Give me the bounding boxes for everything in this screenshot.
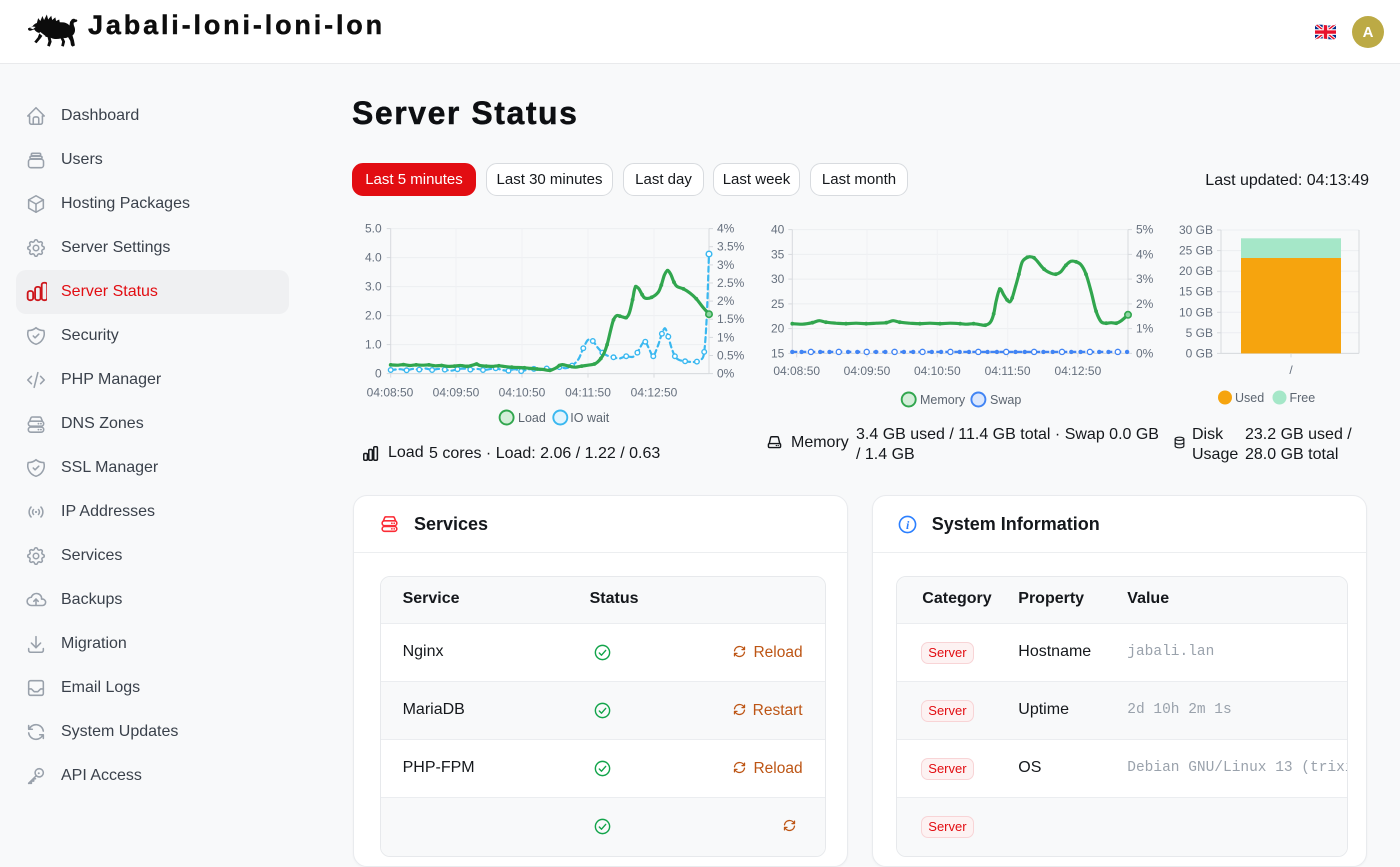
svg-text:04:12:50: 04:12:50: [631, 386, 678, 400]
svg-text:1%: 1%: [717, 330, 735, 344]
svg-text:0%: 0%: [717, 367, 735, 381]
svg-text:i: i: [906, 517, 910, 531]
svg-text:30: 30: [771, 272, 785, 286]
svg-text:5.0: 5.0: [365, 222, 382, 236]
svg-text:25 GB: 25 GB: [1179, 244, 1213, 258]
svg-text:04:08:50: 04:08:50: [773, 364, 820, 378]
svg-text:25: 25: [771, 297, 785, 311]
svg-text:0: 0: [375, 367, 382, 381]
svg-text:IO wait: IO wait: [570, 411, 609, 425]
svg-text:04:11:50: 04:11:50: [985, 364, 1031, 378]
svg-text:3%: 3%: [717, 258, 735, 272]
svg-text:30 GB: 30 GB: [1179, 223, 1213, 237]
svg-text:3%: 3%: [1136, 272, 1154, 286]
svg-text:40: 40: [771, 223, 785, 237]
svg-text:20 GB: 20 GB: [1179, 264, 1213, 278]
svg-text:0 GB: 0 GB: [1186, 346, 1213, 360]
svg-text:4.0: 4.0: [365, 251, 382, 265]
svg-text:2.0: 2.0: [365, 309, 382, 323]
svg-text:1.5%: 1.5%: [717, 312, 745, 326]
svg-text:1%: 1%: [1136, 322, 1154, 336]
svg-text:Free: Free: [1290, 391, 1316, 405]
svg-text:35: 35: [771, 247, 785, 261]
svg-text:04:08:50: 04:08:50: [367, 386, 414, 400]
svg-text:04:10:50: 04:10:50: [499, 386, 546, 400]
svg-text:2%: 2%: [717, 294, 735, 308]
svg-text:15: 15: [771, 346, 785, 360]
svg-text:1.0: 1.0: [365, 338, 382, 352]
svg-text:5%: 5%: [1136, 223, 1154, 237]
svg-text:4%: 4%: [717, 222, 735, 236]
svg-text:04:09:50: 04:09:50: [433, 386, 480, 400]
svg-text:04:11:50: 04:11:50: [565, 386, 611, 400]
svg-text:Load: Load: [518, 411, 546, 425]
svg-text:04:10:50: 04:10:50: [914, 364, 961, 378]
svg-text:20: 20: [771, 322, 785, 336]
svg-text:3.5%: 3.5%: [717, 240, 745, 254]
svg-text:04:09:50: 04:09:50: [844, 364, 891, 378]
svg-text:4%: 4%: [1136, 247, 1154, 261]
svg-text:0%: 0%: [1136, 346, 1154, 360]
svg-text:10 GB: 10 GB: [1179, 305, 1213, 319]
svg-text:0.5%: 0.5%: [717, 349, 745, 363]
svg-text:Memory: Memory: [920, 393, 966, 407]
svg-text:/: /: [1289, 363, 1293, 377]
svg-text:04:12:50: 04:12:50: [1055, 364, 1102, 378]
svg-text:2.5%: 2.5%: [717, 276, 745, 290]
svg-text:15 GB: 15 GB: [1179, 285, 1213, 299]
svg-text:5 GB: 5 GB: [1186, 326, 1213, 340]
svg-text:3.0: 3.0: [365, 280, 382, 294]
svg-text:2%: 2%: [1136, 297, 1154, 311]
svg-text:Swap: Swap: [990, 393, 1021, 407]
svg-text:Used: Used: [1235, 391, 1264, 405]
